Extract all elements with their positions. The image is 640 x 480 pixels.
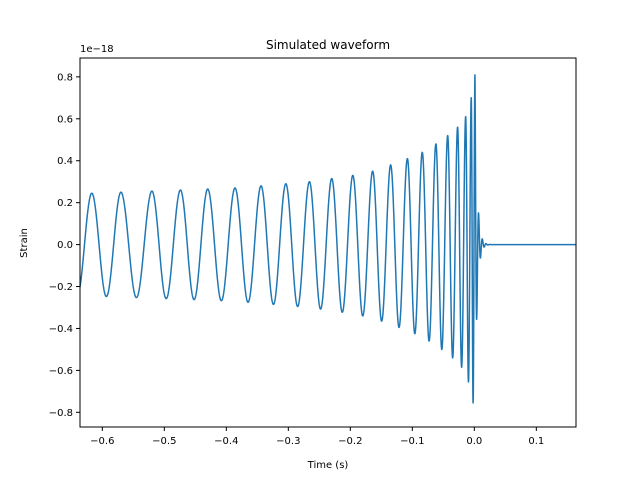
- y-tick-label: −0.4: [49, 324, 73, 335]
- chart-title: Simulated waveform: [266, 38, 390, 52]
- y-tick-label: −0.8: [49, 408, 73, 419]
- x-tick-label: −0.6: [90, 436, 114, 447]
- x-tick-label: 0.0: [466, 436, 482, 447]
- y-tick-label: 0.8: [57, 72, 73, 83]
- y-tick-label: 0.6: [57, 114, 73, 125]
- y-offset-text: 1e−18: [80, 44, 114, 55]
- x-tick-label: −0.2: [338, 436, 362, 447]
- y-tick-label: 0.0: [57, 240, 73, 251]
- y-axis-label: Strain: [19, 228, 30, 258]
- x-axis: −0.6 −0.5 −0.4 −0.3 −0.2 −0.1 0.0 0.1: [90, 427, 544, 447]
- y-tick-label: −0.6: [49, 366, 73, 377]
- x-tick-label: −0.5: [152, 436, 176, 447]
- x-tick-label: −0.1: [400, 436, 424, 447]
- y-tick-label: 0.2: [57, 198, 73, 209]
- x-axis-label: Time (s): [307, 460, 349, 471]
- x-tick-label: −0.3: [276, 436, 300, 447]
- y-axis: −0.8 −0.6 −0.4 −0.2 0.0 0.2 0.4 0.6 0.8: [49, 72, 80, 419]
- plot-frame: [79, 57, 577, 428]
- y-tick-label: 0.4: [57, 156, 73, 167]
- x-tick-label: 0.1: [528, 436, 544, 447]
- series-layer: [80, 74, 576, 404]
- y-tick-label: −0.2: [49, 282, 73, 293]
- x-tick-label: −0.4: [214, 436, 238, 447]
- strain-series-line: [80, 74, 576, 404]
